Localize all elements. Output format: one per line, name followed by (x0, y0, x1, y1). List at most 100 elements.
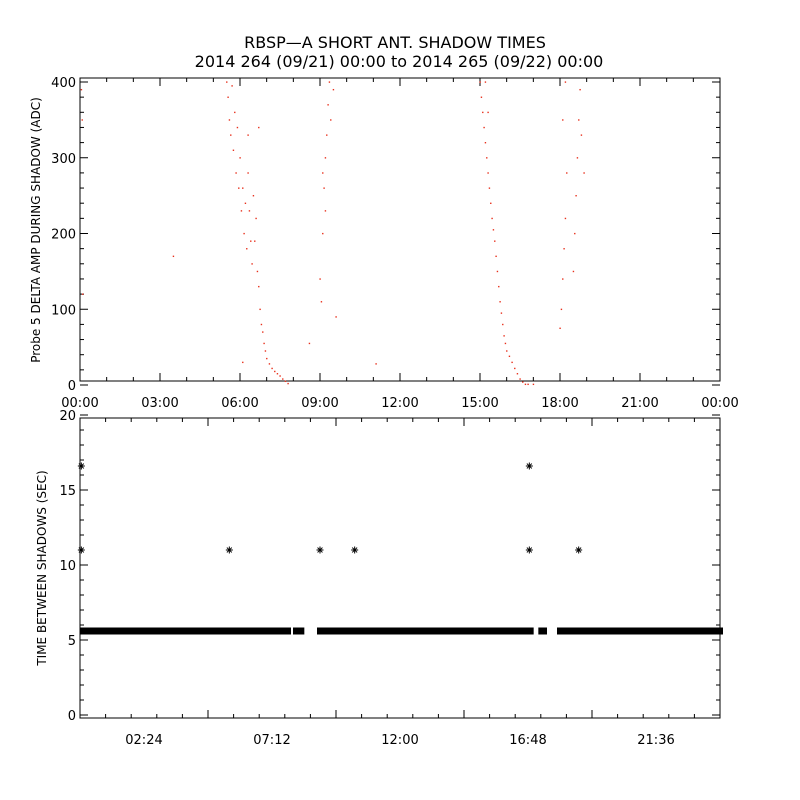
bottom-data-point (525, 462, 533, 470)
bottom-x-tick-label: 02:24 (125, 733, 162, 748)
top-data-point (247, 172, 249, 174)
top-data-point (247, 134, 249, 136)
top-data-point (491, 217, 493, 220)
bottom-data-point (525, 546, 533, 554)
bottom-data-point (575, 546, 583, 554)
top-x-tick-label: 21:00 (621, 396, 658, 411)
top-data-point (487, 111, 489, 114)
top-data-point (319, 278, 321, 280)
top-data-point (502, 323, 504, 326)
top-data-point (564, 217, 567, 220)
top-data-point (252, 195, 255, 197)
top-data-point (320, 301, 323, 303)
top-data-point (580, 134, 583, 136)
top-data-point (506, 350, 508, 352)
top-data-point (490, 202, 492, 204)
top-data-point (519, 378, 521, 380)
top-data-point (495, 255, 497, 258)
top-data-point (324, 157, 327, 159)
top-data-point (479, 81, 481, 83)
top-data-point (332, 88, 335, 91)
top-data-point (244, 202, 247, 204)
bottom-y-tick-label: 5 (68, 634, 76, 649)
top-data-point (522, 381, 524, 383)
top-x-tick-label: 18:00 (541, 396, 578, 411)
top-data-point (235, 172, 237, 174)
top-data-point (284, 380, 287, 383)
top-data-point (231, 85, 233, 87)
top-data-point (254, 240, 256, 242)
bottom-y-tick-label: 20 (59, 409, 76, 424)
top-y-tick-label: 200 (51, 228, 76, 243)
top-data-point (579, 88, 581, 91)
top-data-point (516, 373, 519, 375)
top-data-point (504, 342, 507, 345)
bottom-data-run (538, 627, 547, 635)
top-data-point (271, 367, 273, 370)
top-data-point (239, 157, 241, 159)
top-data-point (259, 308, 261, 311)
top-x-tick-label: 12:00 (381, 396, 418, 411)
top-data-point (480, 96, 483, 98)
bottom-data-run (557, 627, 723, 635)
top-y-tick-label: 0 (68, 379, 76, 394)
top-data-point (322, 172, 324, 174)
top-data-point (282, 378, 284, 380)
top-data-point (226, 81, 228, 83)
top-data-point (566, 172, 568, 174)
top-data-point (326, 134, 328, 136)
bottom-x-tick-label: 12:00 (381, 733, 418, 748)
top-x-tick-label: 03:00 (141, 396, 178, 411)
top-data-point (238, 187, 240, 189)
bottom-data-point (77, 546, 85, 554)
bottom-y-tick-label: 0 (68, 709, 76, 724)
top-data-point (514, 367, 516, 370)
top-data-point (503, 335, 505, 337)
top-data-point (287, 382, 289, 385)
top-data-point (560, 308, 563, 311)
bottom-y-tick-label: 15 (59, 484, 76, 499)
top-data-point (274, 370, 276, 373)
bottom-data-point (316, 546, 324, 554)
top-data-point (576, 157, 579, 159)
top-plot-frame (79, 77, 721, 382)
bottom-data-points (77, 462, 723, 635)
top-data-point (532, 383, 535, 386)
top-data-point (256, 270, 259, 273)
top-y-tick-label: 300 (51, 152, 76, 167)
top-data-point (488, 187, 491, 189)
bottom-data-run (79, 627, 292, 635)
chart-title-line2: 2014 264 (09/21) 00:00 to 2014 265 (09/2… (195, 52, 604, 71)
bottom-x-tick-label: 21:36 (637, 733, 674, 748)
top-data-point (232, 149, 235, 151)
top-axis-ticks: 00:00 03:00 06:00 09:00 12:00 15:00 18:00 21:00… (51, 76, 739, 411)
top-x-tick-label: 06:00 (221, 396, 258, 411)
top-data-point (574, 232, 576, 235)
top-data-point (279, 375, 281, 377)
top-data-point (499, 301, 501, 303)
top-data-point (494, 240, 496, 242)
top-data-point (234, 111, 236, 114)
top-data-point (227, 96, 229, 98)
top-data-point (564, 81, 567, 83)
top-data-point (500, 312, 503, 314)
chart-title-line1: RBSP—A SHORT ANT. SHADOW TIMES (244, 33, 546, 52)
top-data-point (246, 248, 248, 250)
top-data-point (322, 232, 324, 235)
top-data-point (80, 88, 83, 91)
top-data-point (228, 119, 231, 121)
top-data-point (524, 383, 527, 386)
top-x-tick-label: 09:00 (301, 396, 338, 411)
top-data-point (243, 232, 245, 235)
top-data-point (236, 126, 239, 129)
top-data-point (250, 240, 252, 242)
bottom-axis-ticks: 02:24 07:12 12:00 16:48 21:36 0 5 10 15 20 (59, 409, 721, 748)
top-x-tick-label: 00:00 (701, 396, 738, 411)
top-data-point (375, 363, 377, 365)
bottom-y-axis-label: TIME BETWEEN SHADOWS (SEC) (35, 470, 49, 666)
top-data-point (81, 119, 83, 121)
top-x-tick-label: 15:00 (461, 396, 498, 411)
top-data-point (335, 316, 337, 318)
top-data-points (80, 81, 585, 386)
top-data-point (258, 126, 260, 129)
